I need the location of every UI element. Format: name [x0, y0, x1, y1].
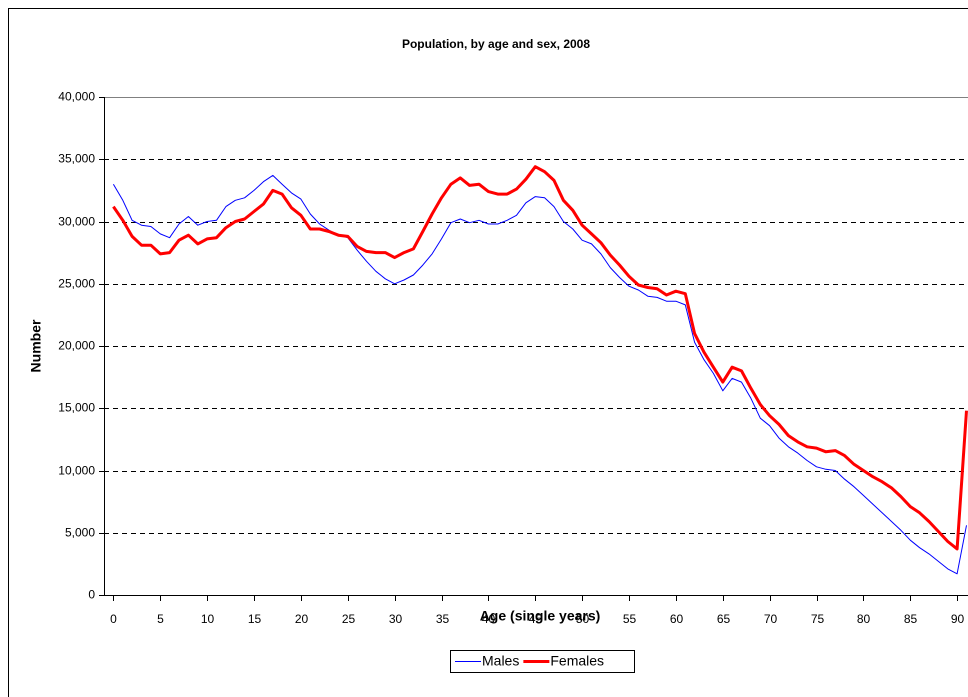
x-tick-label: 50 — [576, 612, 590, 626]
y-axis-title: Number — [28, 319, 44, 372]
x-axis-title: Age (single years) — [480, 608, 601, 624]
line-series — [112, 165, 968, 551]
x-tick-label: 10 — [201, 612, 215, 626]
x-tick-label: 5 — [157, 612, 164, 626]
x-tick-label: 0 — [110, 612, 117, 626]
y-tick-label: 30,000 — [58, 215, 95, 229]
x-tick-label: 25 — [342, 612, 356, 626]
x-tick-label: 80 — [857, 612, 871, 626]
y-tick-label: 15,000 — [58, 401, 95, 415]
x-tick-label: 90 — [951, 612, 965, 626]
y-tick-label: 20,000 — [58, 339, 95, 353]
y-tick-label: 10,000 — [58, 464, 95, 478]
chart-border — [8, 8, 968, 697]
chart-title: Population, by age and sex, 2008 — [402, 37, 590, 51]
x-tick-label: 60 — [670, 612, 684, 626]
legend-label: Females — [550, 653, 604, 669]
x-tick-label: 35 — [436, 612, 450, 626]
x-tick-label: 15 — [248, 612, 262, 626]
x-tick-label: 30 — [389, 612, 403, 626]
y-tick-label: 35,000 — [58, 152, 95, 166]
y-tick-label: 5,000 — [65, 526, 95, 540]
x-tick-label: 55 — [623, 612, 637, 626]
y-tick-label: 25,000 — [58, 277, 95, 291]
legend-label: Males — [482, 653, 519, 669]
x-tick-label: 45 — [529, 612, 543, 626]
line-series — [112, 174, 967, 575]
y-tick-label: 40,000 — [58, 90, 95, 104]
x-tick-label: 70 — [764, 612, 778, 626]
x-tick-label: 40 — [482, 612, 496, 626]
y-tick-label: 0 — [88, 588, 95, 602]
x-tick-label: 75 — [811, 612, 825, 626]
x-tick-label: 20 — [295, 612, 309, 626]
x-tick-label: 65 — [717, 612, 731, 626]
x-tick-label: 85 — [904, 612, 918, 626]
